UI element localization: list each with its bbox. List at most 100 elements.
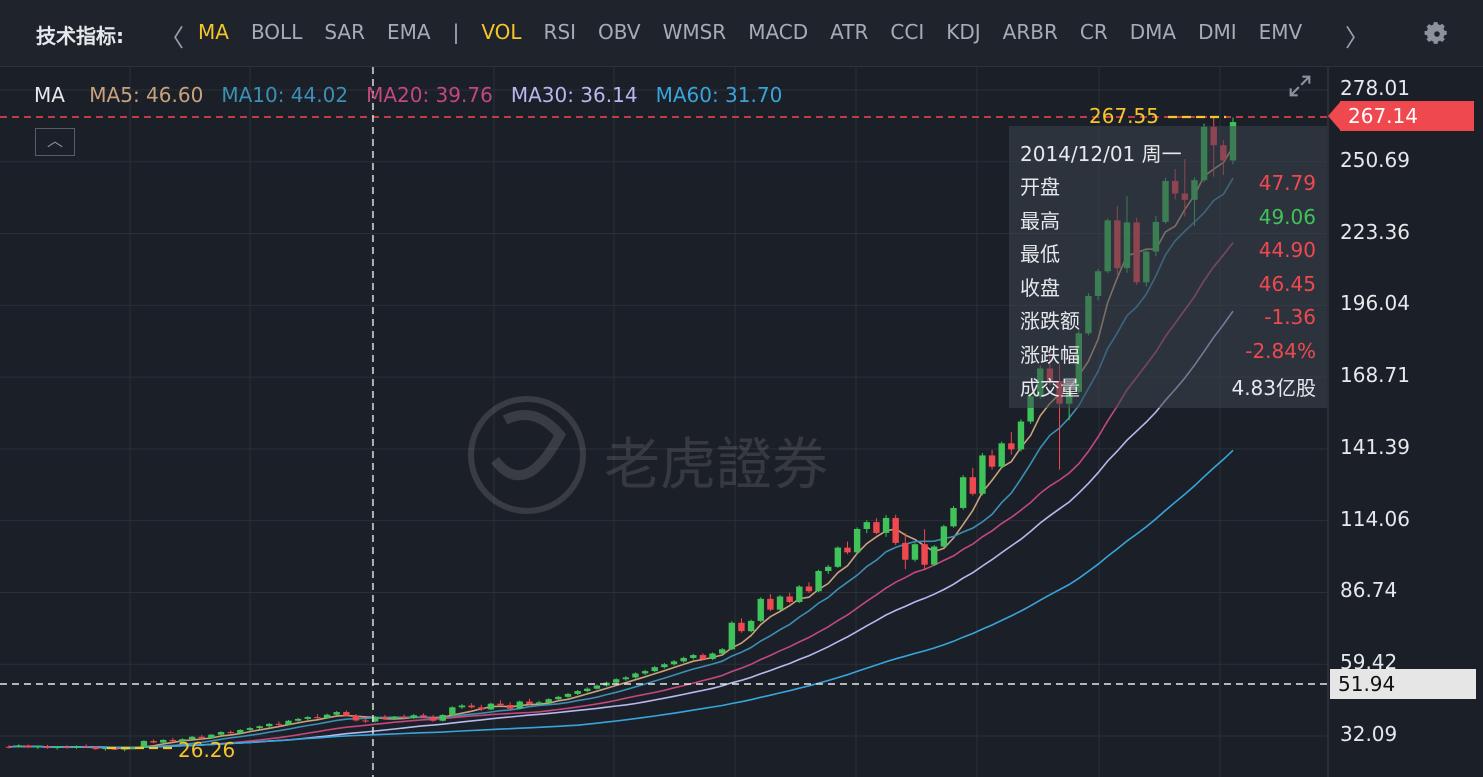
candle-body <box>429 717 437 721</box>
tooltip-label: 涨跌幅 <box>1020 342 1080 367</box>
tab-emv[interactable]: EMV <box>1258 20 1303 44</box>
tooltip-value: 49.06 <box>1258 204 1316 229</box>
tab-vol[interactable]: VOL <box>481 20 522 44</box>
tooltip-row: 开盘 47.79 <box>1020 171 1316 200</box>
candle-body <box>246 728 254 730</box>
tab-rsi[interactable]: RSI <box>543 20 577 44</box>
current-price-value: 267.14 <box>1348 104 1418 128</box>
tooltip-value: 46.45 <box>1258 271 1316 296</box>
candle-body <box>25 745 32 748</box>
tooltip-row: 涨跌幅 -2.84% <box>1020 339 1316 368</box>
candle-body <box>805 586 813 592</box>
candle-body <box>439 714 446 721</box>
candle-body <box>179 739 186 742</box>
candle-body <box>940 526 948 547</box>
price-axis-label: 168.71 <box>1340 363 1410 388</box>
candle-body <box>1017 421 1025 450</box>
tab-sar[interactable]: SAR <box>324 20 365 44</box>
gear-icon[interactable] <box>1423 20 1451 48</box>
tooltip-value: 47.79 <box>1258 171 1316 195</box>
watermark-text: 老虎證券 <box>604 433 828 498</box>
candle-body <box>892 517 899 543</box>
tooltip-value: 44.90 <box>1258 238 1316 262</box>
tab-kdj[interactable]: KDJ <box>946 20 981 44</box>
expand-diagonal-icon[interactable] <box>1286 72 1314 100</box>
tab-dma[interactable]: DMA <box>1129 20 1177 44</box>
candle-body <box>767 598 774 610</box>
candle-body <box>506 704 514 709</box>
tab-dmi[interactable]: DMI <box>1198 20 1237 44</box>
tab-atr[interactable]: ATR <box>830 20 869 44</box>
candle-body <box>988 455 996 467</box>
watermark-logo-icon: 老虎證券 <box>468 396 828 514</box>
candle-body <box>651 667 658 672</box>
candle-body <box>612 679 620 683</box>
toolbar-separator: | <box>452 20 460 44</box>
candle-body <box>372 717 379 722</box>
candle-body <box>902 542 909 560</box>
tooltip-date: 2014/12/01 周一 <box>1020 142 1182 166</box>
candle-body <box>680 657 687 662</box>
candle-body <box>622 677 630 680</box>
candle-body <box>237 729 244 734</box>
tooltip-label: 最低 <box>1020 242 1060 266</box>
candle-body <box>63 746 71 748</box>
candle-body <box>632 673 639 678</box>
tab-wmsr[interactable]: WMSR <box>662 20 727 44</box>
tooltip-row: 涨跌额 -1.36 <box>1020 305 1316 334</box>
indicator-title: 技术指标: <box>36 24 124 48</box>
candle-body <box>555 696 562 700</box>
price-axis-label: 86.74 <box>1340 578 1398 603</box>
tab-macd[interactable]: MACD <box>748 20 809 44</box>
candle-body <box>294 718 302 721</box>
candle-body <box>882 517 890 533</box>
tooltip-value: -1.36 <box>1264 305 1316 329</box>
tab-cci[interactable]: CCI <box>890 20 925 44</box>
candle-body <box>381 717 389 719</box>
candle-body <box>150 740 157 743</box>
candle-body <box>198 736 205 739</box>
candle-body <box>1008 443 1015 450</box>
candle-body <box>574 691 581 694</box>
candle-body <box>352 715 360 721</box>
candle-body <box>478 707 485 710</box>
candle-body <box>641 671 649 674</box>
candle-body <box>873 522 880 533</box>
tab-ema[interactable]: EMA <box>387 20 431 44</box>
scroll-right-icon[interactable]: 〉 <box>1345 24 1369 52</box>
candle-body <box>343 712 350 716</box>
tab-obv[interactable]: OBV <box>598 20 641 44</box>
candle-body <box>362 720 369 722</box>
tooltip-row: 最低 44.90 <box>1020 238 1316 267</box>
candle-body <box>44 746 51 749</box>
price-tag-pointer <box>1328 101 1341 131</box>
candle-body <box>275 723 283 725</box>
candle-body <box>690 655 697 658</box>
candle-body <box>304 717 311 719</box>
tooltip-label: 开盘 <box>1020 175 1060 199</box>
candle-body <box>709 653 716 660</box>
candle-body <box>863 522 870 529</box>
indicator-tabs: MA BOLL SAR EMA | VOL RSI OBV WMSR MACD ATR CCI KDJ A… <box>198 20 1324 44</box>
collapse-legend-button[interactable]: ︿ <box>35 128 75 156</box>
tab-ma[interactable]: MA <box>198 20 229 44</box>
tab-cr[interactable]: CR <box>1079 20 1108 44</box>
candle-body <box>5 746 13 748</box>
ma-legend: MA MA5: 46.60 MA10: 44.02 MA20: 39.76 MA30:… <box>34 83 800 107</box>
scroll-left-icon[interactable]: 〈 <box>160 24 184 52</box>
ma-line-ma10 <box>8 177 1234 749</box>
tab-boll[interactable]: BOLL <box>250 20 303 44</box>
tab-arbr[interactable]: ARBR <box>1002 20 1058 44</box>
candle-body <box>420 715 427 718</box>
tooltip-label: 最高 <box>1020 208 1060 233</box>
candle-body <box>998 443 1005 467</box>
candle-body <box>911 544 919 560</box>
candle-body <box>391 716 398 719</box>
candle-body <box>584 688 591 692</box>
candle-body <box>535 702 543 704</box>
candle-body <box>728 622 736 650</box>
candle-body <box>545 699 552 703</box>
candle-body <box>699 655 707 660</box>
chevron-up-icon: ︿ <box>46 131 63 150</box>
candle-body <box>468 705 475 708</box>
